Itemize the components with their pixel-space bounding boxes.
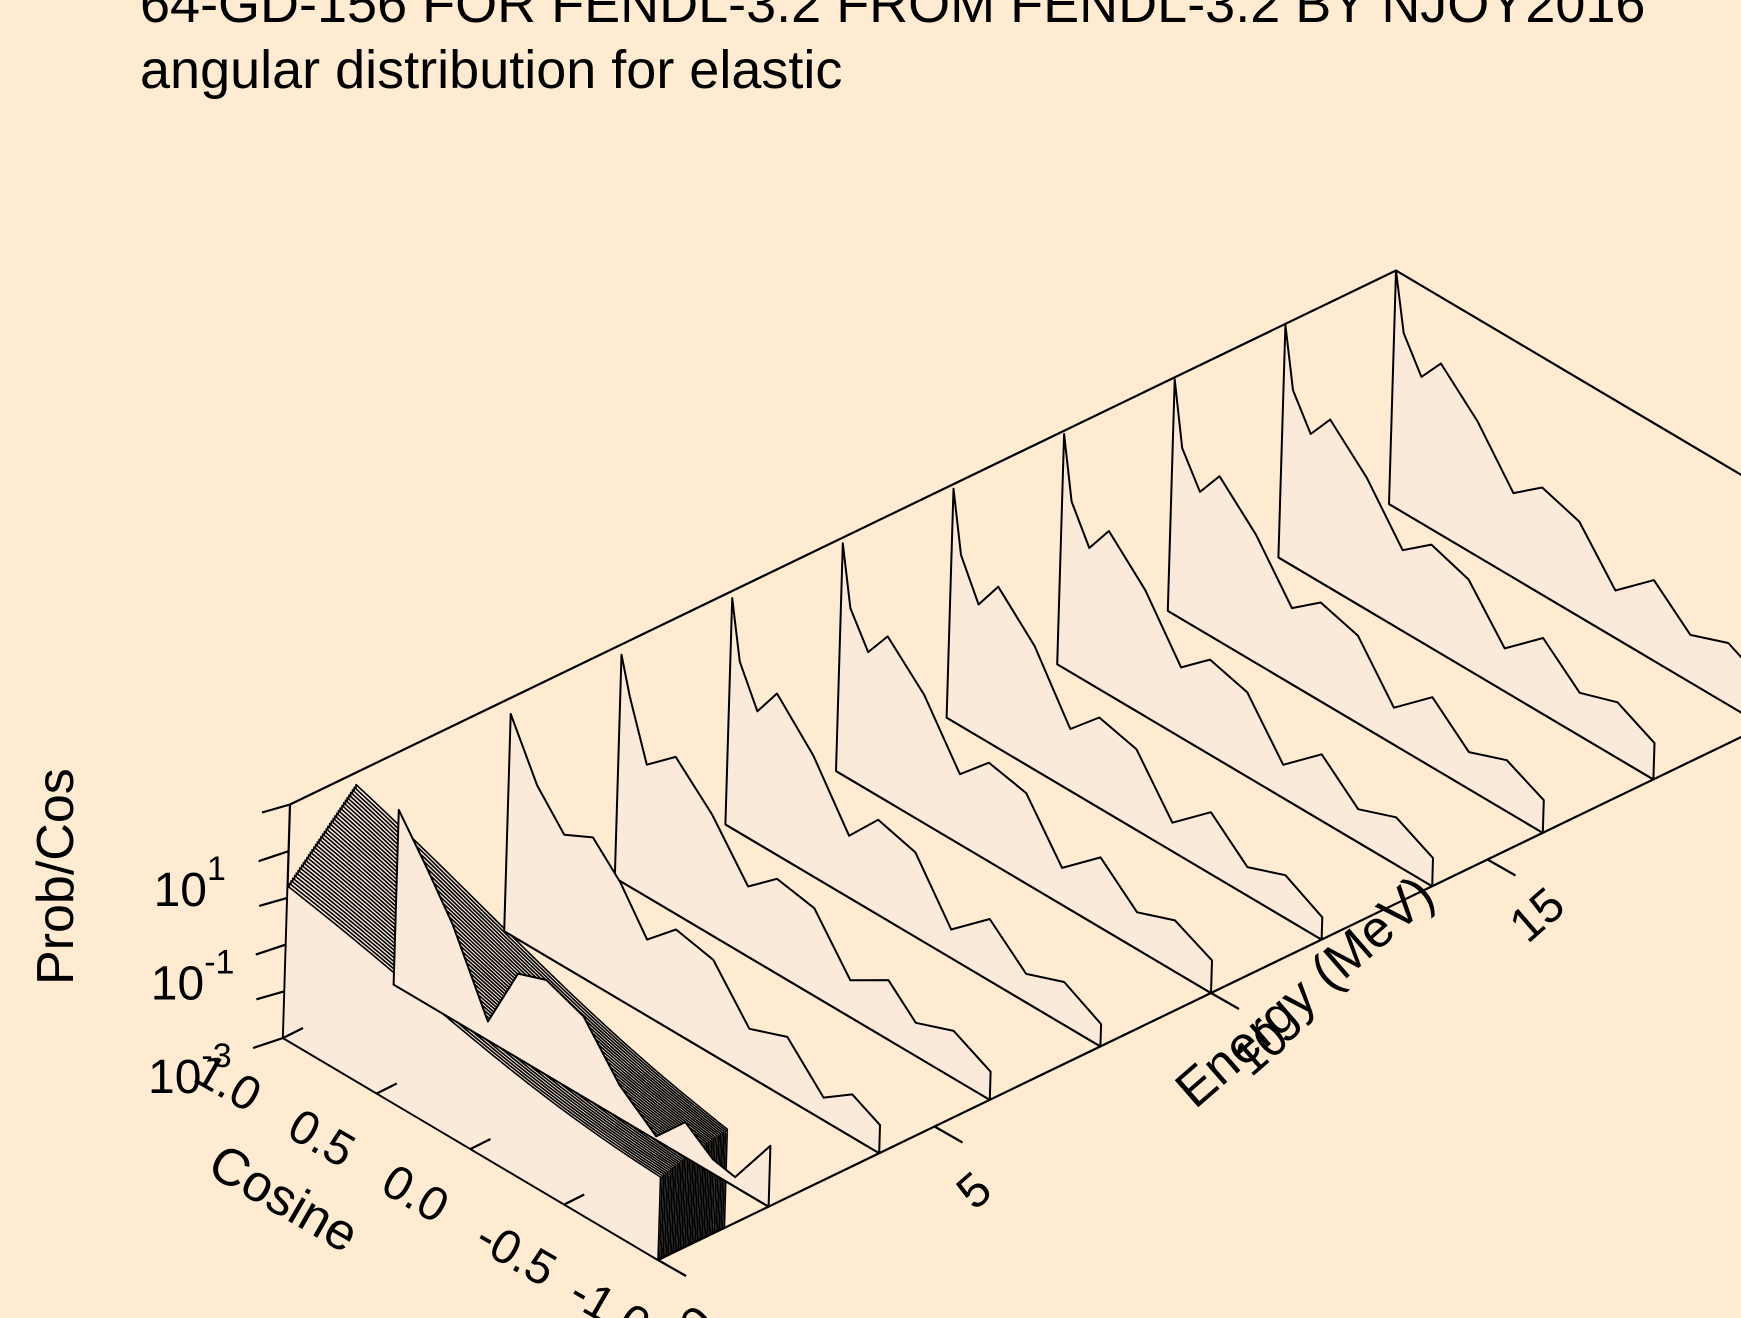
z-major-tick: [258, 850, 289, 863]
series-curve-8MeV: [724, 597, 1103, 1048]
z-minor-tick: [261, 803, 291, 814]
series-curve-16MeV: [1166, 378, 1545, 834]
z-major-tick: [252, 1036, 284, 1050]
series-curve-6MeV: [613, 653, 992, 1101]
x-tick-label: 0.5: [279, 1099, 363, 1178]
series-curve-12MeV: [945, 487, 1324, 941]
series-curve-10MeV: [835, 542, 1213, 994]
y-tick: [933, 1125, 964, 1144]
series-curve-14MeV: [1056, 433, 1434, 888]
x-tick: [657, 1249, 679, 1261]
x-tick: [563, 1193, 585, 1206]
y-tick-label: 15: [1500, 878, 1575, 953]
axis-back-top: [289, 269, 1397, 806]
y-tick: [1210, 992, 1240, 1010]
series-curve-20MeV: [1388, 269, 1741, 714]
curves: [282, 269, 1741, 1261]
bundle-curve: [282, 885, 662, 1261]
z-minor-tick: [258, 896, 288, 907]
y-tick-label: 5: [947, 1162, 1002, 1220]
chart-title-line2: angular distribution for elastic: [140, 40, 842, 100]
axis-back-right: [1395, 269, 1741, 477]
series-curve-18MeV: [1277, 323, 1656, 781]
z-minor-tick: [256, 990, 285, 1001]
x-tick: [470, 1138, 491, 1150]
x-tick-label: 0.0: [373, 1155, 457, 1234]
z-tick-label: 10-1: [151, 944, 235, 1011]
z-axis-label: Prob/Cos: [27, 768, 85, 985]
x-tick-label: -0.5: [467, 1210, 565, 1297]
y-tick: [657, 1259, 687, 1277]
z-major-tick: [255, 943, 287, 956]
z-tick-label: 101: [154, 850, 226, 917]
z-tick-label: 10-3: [148, 1037, 232, 1104]
x-tick-label: -1.0: [561, 1266, 659, 1318]
x-tick: [376, 1082, 398, 1095]
series-curve-4MeV: [503, 712, 881, 1155]
x-tick: [282, 1027, 304, 1039]
chart-title-line1: 64-GD-156 FOR FENDL-3.2 FROM FENDL-3.2 B…: [140, 0, 1645, 34]
y-tick-label: 0: [670, 1296, 725, 1318]
y-tick: [1486, 858, 1517, 877]
series-curve-2MeV: [392, 808, 772, 1208]
